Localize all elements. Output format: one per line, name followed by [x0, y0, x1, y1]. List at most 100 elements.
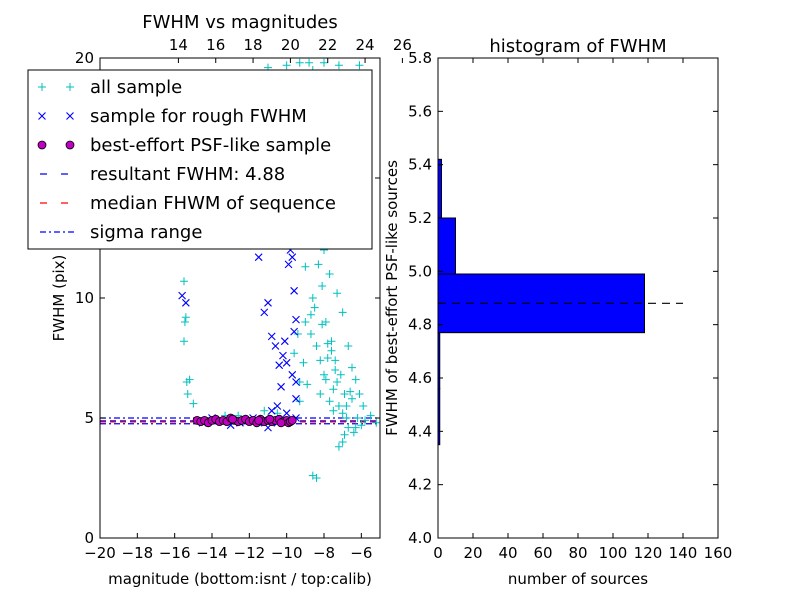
plus-marker — [295, 58, 304, 67]
plus-marker — [303, 380, 312, 389]
left-x-ticks: −20 −18 −16 −14 −12 −10 −8 −6 — [84, 533, 372, 562]
x-marker — [279, 351, 287, 360]
legend-label: resultant FWHM: 4.88 — [90, 164, 285, 185]
fwhm-vs-magnitude-plot: FWHM vs magnitudes −20 −18 −16 −14 −12 −10 −8−… — [27, 12, 412, 588]
plus-marker — [325, 270, 334, 278]
x-marker — [181, 298, 190, 307]
plus-marker — [301, 262, 310, 271]
circle-marker — [265, 414, 275, 424]
x-marker — [284, 260, 293, 269]
plus-marker — [351, 423, 360, 432]
legend-label: sample for rough FWHM — [90, 106, 307, 127]
x-marker — [282, 358, 291, 367]
legend-label: sigma range — [90, 222, 202, 243]
x-marker — [264, 298, 272, 307]
x-tick-label: −8 — [313, 544, 335, 562]
y-tick-label: 5 — [84, 409, 94, 427]
left-x-axis-label: magnitude (bottom:isnt / top:calib) — [108, 570, 372, 588]
x-tick-label: −16 — [159, 544, 191, 562]
plus-marker — [189, 399, 198, 408]
legend-x-marker — [38, 112, 46, 120]
legend-label: all sample — [90, 77, 182, 98]
plus-marker — [340, 430, 349, 439]
plus-marker — [361, 416, 370, 425]
y-tick-label: 20 — [75, 49, 94, 67]
plus-marker — [312, 342, 321, 350]
plus-marker — [293, 330, 302, 338]
x-tick-label: −12 — [234, 544, 266, 562]
x-tick-label: 60 — [533, 544, 552, 562]
x-tick-label: 0 — [433, 544, 443, 562]
top-tick-label: 22 — [318, 36, 337, 54]
plus-marker — [333, 378, 342, 386]
plus-marker — [348, 394, 356, 403]
x-tick-label: 160 — [704, 544, 733, 562]
y-tick-label: 5.2 — [408, 209, 432, 227]
plus-marker — [344, 423, 353, 432]
plus-marker — [301, 318, 310, 326]
legend-plus-marker — [38, 83, 46, 91]
plus-marker — [351, 375, 360, 384]
plus-marker — [180, 277, 188, 286]
plus-marker — [185, 375, 194, 384]
x-marker — [282, 409, 291, 418]
plus-marker — [357, 421, 366, 430]
plus-marker — [338, 308, 347, 317]
plus-marker — [312, 474, 321, 482]
plus-marker — [310, 303, 319, 312]
top-tick-label: 16 — [206, 36, 225, 54]
plus-marker — [366, 411, 375, 420]
legend-label: median FHWM of sequence — [90, 193, 336, 214]
plus-marker — [290, 349, 299, 358]
x-marker — [290, 286, 299, 295]
plus-marker — [334, 442, 343, 451]
plus-marker — [329, 385, 338, 394]
x-tick-label: 100 — [599, 544, 628, 562]
plus-marker — [282, 61, 291, 70]
x-tick-label: −20 — [84, 544, 116, 562]
x-marker — [273, 402, 282, 410]
x-marker — [288, 253, 297, 262]
plus-marker — [331, 356, 340, 365]
x-marker — [292, 394, 300, 403]
x-marker — [260, 308, 269, 317]
plus-marker — [295, 397, 304, 406]
x-marker — [267, 332, 276, 341]
plus-marker — [334, 61, 343, 70]
right-x-ticks: 0 20 40 60 80 100 120 140 160 — [433, 58, 732, 562]
fwhm-histogram-plot: histogram of FWHM 0 20 40 60 80 100 120 140 160 … — [383, 36, 732, 588]
plus-marker — [320, 58, 328, 67]
plus-marker — [305, 58, 314, 67]
histogram-bar — [437, 217, 456, 275]
right-x-axis-label: number of sources — [508, 570, 648, 588]
plus-marker — [306, 330, 315, 338]
y-tick-label: 4.8 — [408, 316, 432, 334]
legend-x-marker — [66, 112, 74, 120]
plus-marker — [372, 418, 381, 427]
x-marker — [292, 315, 300, 324]
x-marker — [280, 337, 289, 346]
legend-circle-marker — [37, 140, 47, 150]
plus-marker — [318, 282, 327, 290]
plus-marker — [323, 354, 332, 362]
x-marker — [178, 291, 187, 300]
x-tick-label: 80 — [568, 544, 587, 562]
left-y-axis-label: FWHM (pix) — [50, 255, 68, 342]
right-y-axis-label: FWHM of best-effort PSF-like sources — [383, 160, 401, 436]
plus-marker — [355, 390, 364, 398]
plus-marker — [331, 366, 340, 374]
plus-marker — [180, 318, 189, 326]
left-top-ticks: 14 16 18 20 22 24 26 — [169, 36, 412, 63]
top-tick-label: 14 — [169, 36, 188, 54]
plus-marker — [299, 358, 308, 367]
plus-marker — [316, 390, 325, 398]
circle-marker — [228, 414, 237, 424]
y-tick-label: 4.4 — [408, 422, 432, 440]
x-marker — [288, 370, 297, 379]
plus-marker — [329, 406, 338, 415]
plus-marker — [359, 402, 368, 410]
x-marker — [275, 361, 284, 370]
plus-marker — [353, 414, 362, 422]
plus-marker — [342, 414, 351, 422]
